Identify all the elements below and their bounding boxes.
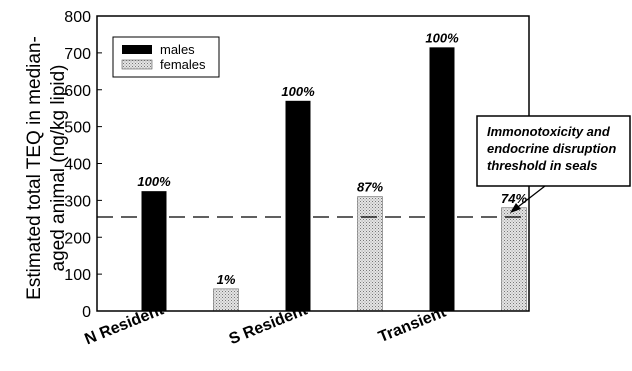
x-category-label: N Resident	[82, 301, 166, 348]
annotation-arrowhead	[510, 203, 521, 213]
bar-label-males-1: 100%	[281, 84, 315, 99]
bars: 100% 1% 100% 87% 100% 74%	[137, 30, 527, 312]
legend-label-females: females	[160, 57, 206, 72]
bar-females-1	[357, 196, 383, 312]
y-tick-label: 400	[64, 157, 91, 174]
y-tick-label: 700	[64, 46, 91, 63]
bar-males-2	[429, 47, 455, 311]
annotation-box	[476, 115, 631, 187]
bar-label-females-0: 1%	[217, 272, 236, 287]
bar-label-males-0: 100%	[137, 174, 171, 189]
annotation-line-3: threshold in seals	[487, 158, 598, 173]
y-axis-title: Estimated total TEQ in median- aged anim…	[24, 36, 69, 300]
x-category-label: S Resident	[227, 301, 311, 348]
x-category-label: Transient	[376, 303, 449, 346]
bar-label-males-2: 100%	[425, 30, 459, 45]
y-tick-label: 800	[64, 9, 91, 26]
y-tick-label: 0	[82, 304, 91, 321]
bar-females-2	[501, 207, 527, 312]
y-tick-label: 600	[64, 83, 91, 100]
annotation-line-1: Immonotoxicity and	[487, 124, 611, 139]
annotation-line-2: endocrine disruption	[487, 141, 616, 156]
y-axis-title-line-2: aged animal (ng/kg lipid)	[48, 64, 69, 271]
y-tick-label: 200	[64, 230, 91, 247]
y-axis-title-line-1: Estimated total TEQ in median-	[24, 36, 45, 300]
x-axis-labels: N Resident S Resident Transient	[82, 301, 449, 348]
y-tick-label: 100	[64, 267, 91, 284]
bar-label-females-2: 74%	[501, 191, 527, 206]
legend: males females	[112, 36, 220, 78]
legend-swatch-males	[122, 45, 152, 54]
legend-box	[112, 36, 220, 78]
bar-label-females-1: 87%	[357, 180, 383, 195]
y-axis-ticks: 0 100 200 300 400 500 600 700 800	[64, 9, 102, 321]
legend-swatch-females	[121, 59, 153, 70]
y-tick-label: 500	[64, 120, 91, 137]
annotation-pointer	[513, 185, 546, 211]
threshold-annotation: Immonotoxicity and endocrine disruption …	[476, 115, 631, 213]
legend-label-males: males	[160, 42, 195, 57]
bar-females-0	[213, 288, 239, 312]
bar-males-1	[285, 100, 311, 311]
y-tick-label: 300	[64, 193, 91, 210]
bar-males-0	[141, 191, 167, 311]
